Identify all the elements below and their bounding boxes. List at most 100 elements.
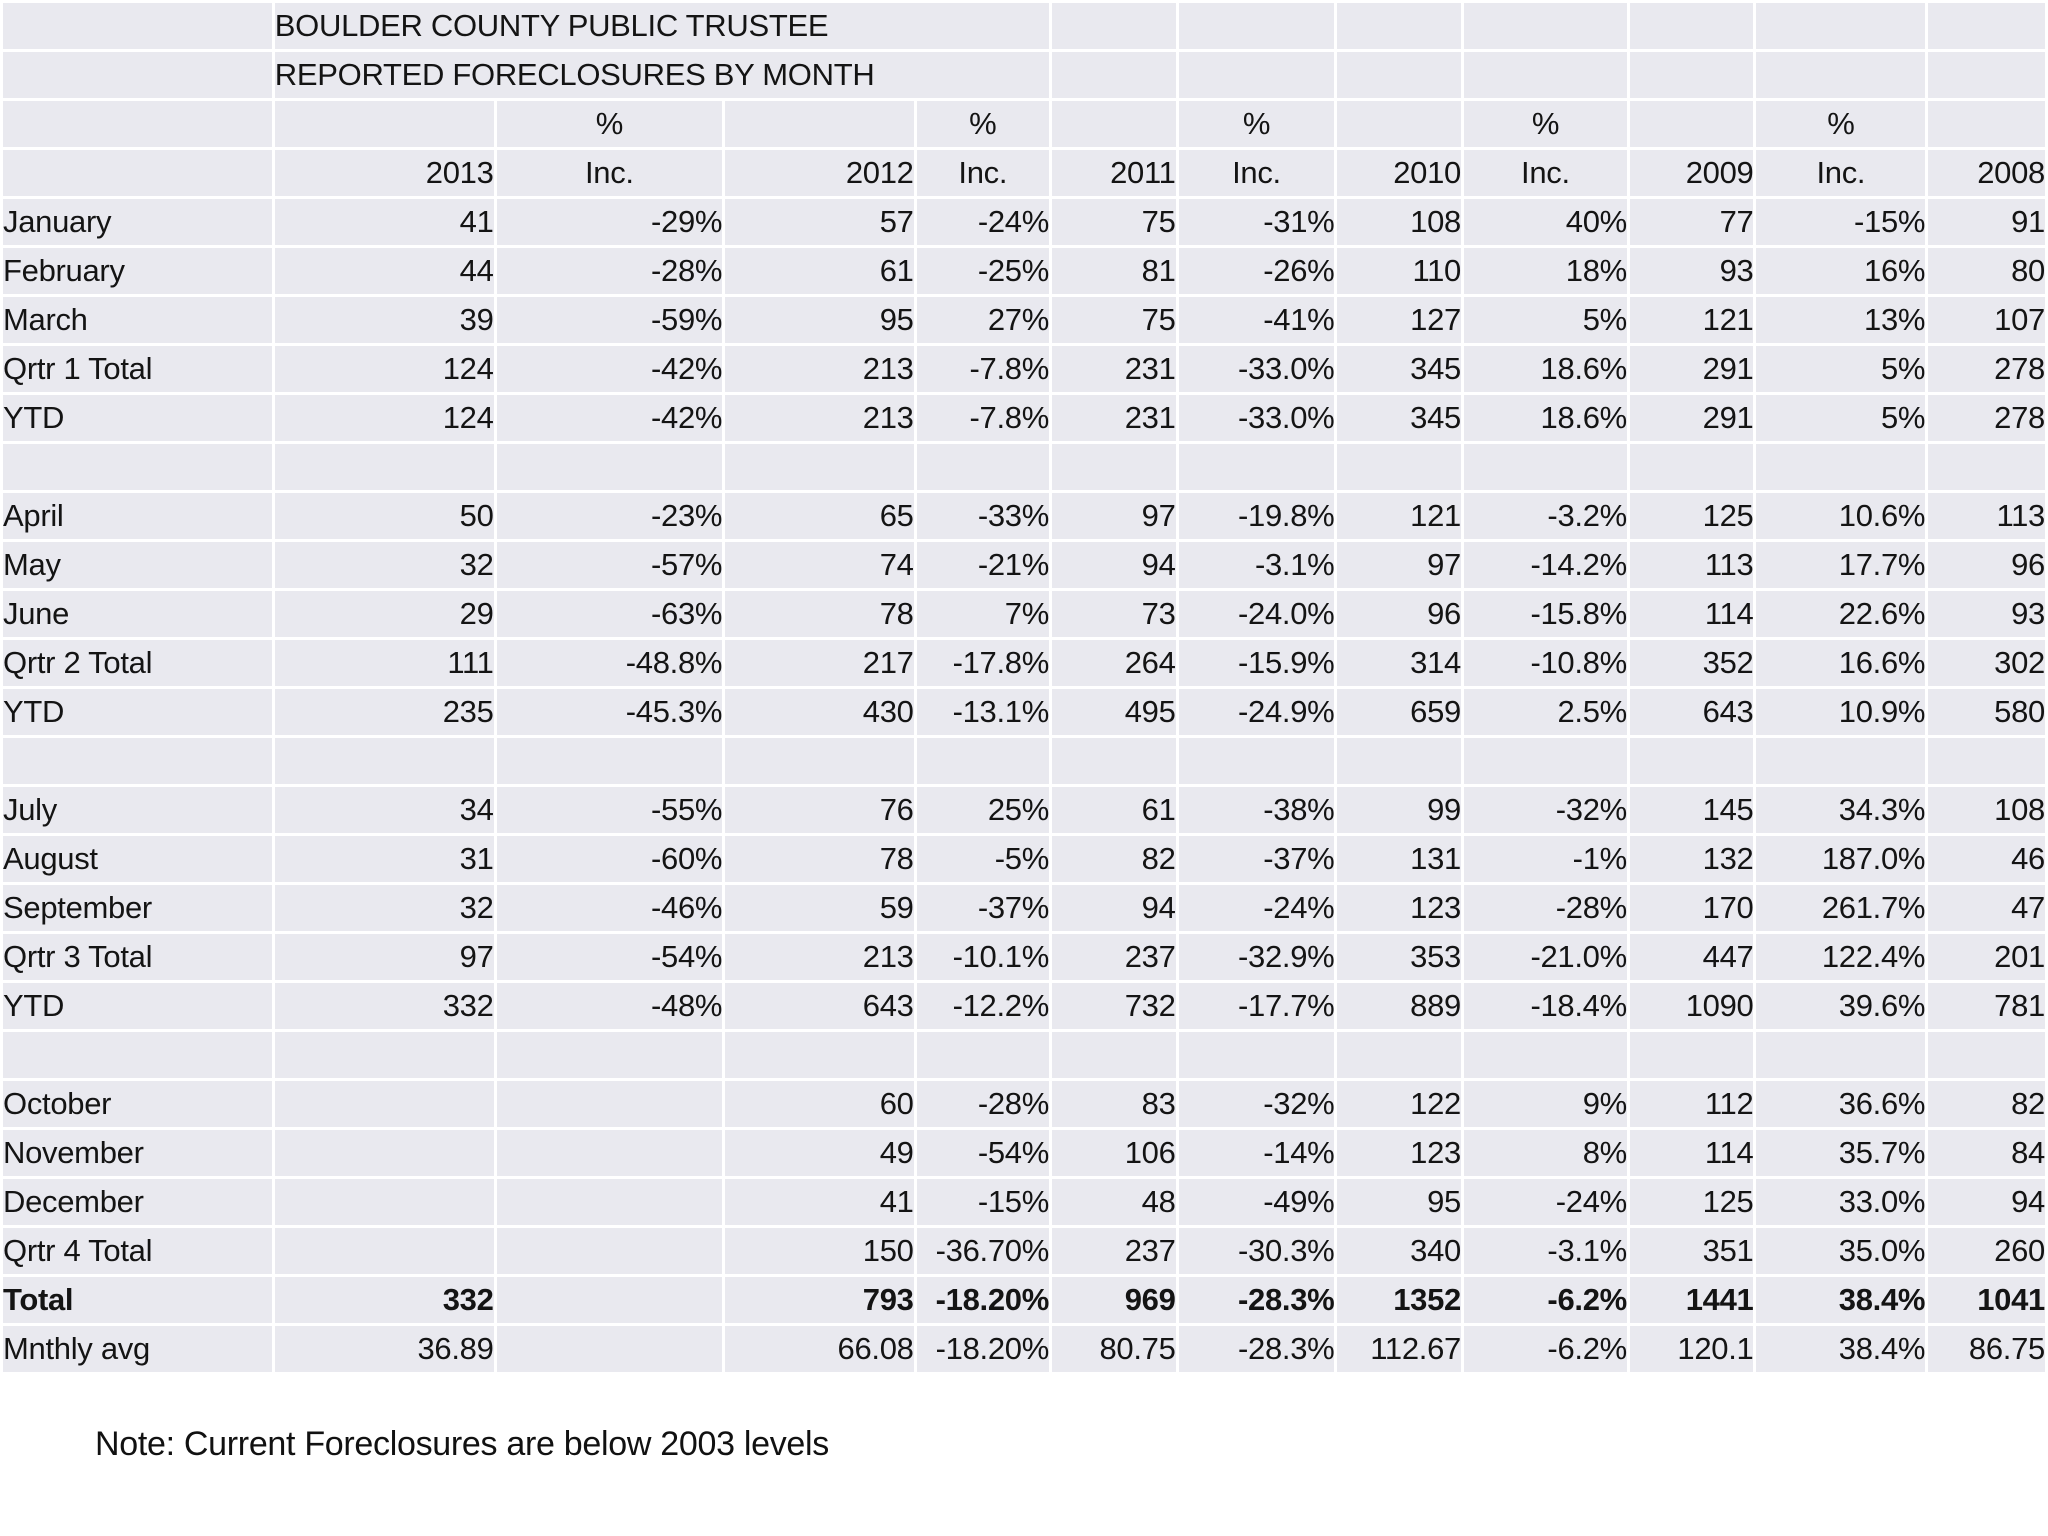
empty-cell	[1178, 52, 1335, 98]
value-cell: 187.0%	[1756, 836, 1926, 882]
value-cell: 61	[725, 248, 914, 294]
value-cell: -33.0%	[1178, 395, 1335, 441]
inc-header-cell: Inc.	[1178, 150, 1335, 196]
value-cell: 121	[1337, 493, 1461, 539]
value-cell: -26%	[1178, 248, 1335, 294]
value-cell: 29	[274, 591, 494, 637]
row-label-cell: Qrtr 2 Total	[3, 640, 272, 686]
value-cell: -28%	[1463, 885, 1627, 931]
value-cell: 35.0%	[1756, 1228, 1926, 1274]
inc-header-cell: Inc.	[916, 150, 1049, 196]
value-cell: 127	[1337, 297, 1461, 343]
row-label-cell: April	[3, 493, 272, 539]
spacer-cell	[725, 1032, 914, 1078]
value-cell: 353	[1337, 934, 1461, 980]
value-cell: 108	[1337, 199, 1461, 245]
value-cell: 120.1	[1629, 1326, 1754, 1372]
value-cell: -17.8%	[916, 640, 1049, 686]
value-cell: 91	[1928, 199, 2045, 245]
value-cell: 732	[1052, 983, 1176, 1029]
value-cell: 1090	[1629, 983, 1754, 1029]
value-cell: 213	[725, 395, 914, 441]
value-cell: 793	[725, 1277, 914, 1323]
value-cell: 39	[274, 297, 494, 343]
value-cell: 332	[274, 1277, 494, 1323]
empty-cell	[1337, 3, 1461, 49]
value-cell: 34.3%	[1756, 787, 1926, 833]
row-label-cell: October	[3, 1081, 272, 1127]
value-cell: 80	[1928, 248, 2045, 294]
value-cell: 83	[1052, 1081, 1176, 1127]
value-cell: 34	[274, 787, 494, 833]
value-cell: 74	[725, 542, 914, 588]
spacer-label-cell	[3, 1032, 272, 1078]
value-cell: 97	[274, 934, 494, 980]
value-cell: -18.4%	[1463, 983, 1627, 1029]
value-cell: 8%	[1463, 1130, 1627, 1176]
percent-header-cell: %	[1463, 101, 1627, 147]
value-cell: 94	[1928, 1179, 2045, 1225]
value-cell: 781	[1928, 983, 2045, 1029]
value-cell: 114	[1629, 1130, 1754, 1176]
value-cell: -41%	[1178, 297, 1335, 343]
value-cell: 18%	[1463, 248, 1627, 294]
value-cell: 5%	[1756, 395, 1926, 441]
spacer-cell	[1629, 1032, 1754, 1078]
value-cell: -17.7%	[1178, 983, 1335, 1029]
value-cell: 57	[725, 199, 914, 245]
value-cell: -15%	[1756, 199, 1926, 245]
value-cell: 217	[725, 640, 914, 686]
value-cell: -21%	[916, 542, 1049, 588]
value-cell: 580	[1928, 689, 2045, 735]
year-header-cell: 2013	[274, 150, 494, 196]
value-cell: 131	[1337, 836, 1461, 882]
value-cell: -23%	[496, 493, 723, 539]
value-cell: -15%	[916, 1179, 1049, 1225]
value-cell: 97	[1052, 493, 1176, 539]
value-cell: 61	[1052, 787, 1176, 833]
value-cell: 94	[1052, 542, 1176, 588]
spacer-cell	[1178, 738, 1335, 784]
value-cell: -32.9%	[1178, 934, 1335, 980]
value-cell: 39.6%	[1756, 983, 1926, 1029]
row-label-cell: February	[3, 248, 272, 294]
value-cell: 201	[1928, 934, 2045, 980]
value-cell: 16.6%	[1756, 640, 1926, 686]
value-cell: -31%	[1178, 199, 1335, 245]
value-cell: -28.3%	[1178, 1277, 1335, 1323]
value-cell: 495	[1052, 689, 1176, 735]
value-cell: 7%	[916, 591, 1049, 637]
value-cell: -15.8%	[1463, 591, 1627, 637]
value-cell: -24%	[916, 199, 1049, 245]
value-cell: -18.20%	[916, 1277, 1049, 1323]
spacer-label-cell	[3, 444, 272, 490]
value-cell: -49%	[1178, 1179, 1335, 1225]
value-cell: -32%	[1463, 787, 1627, 833]
spacer-cell	[1928, 1032, 2045, 1078]
value-cell: -48.8%	[496, 640, 723, 686]
value-cell: 352	[1629, 640, 1754, 686]
value-cell: -3.2%	[1463, 493, 1627, 539]
value-cell: 112	[1629, 1081, 1754, 1127]
value-cell: 73	[1052, 591, 1176, 637]
spacer-cell	[274, 1032, 494, 1078]
row-label-cell: August	[3, 836, 272, 882]
value-cell: 5%	[1756, 346, 1926, 392]
empty-cell	[1928, 101, 2045, 147]
value-cell: 278	[1928, 346, 2045, 392]
value-cell: 48	[1052, 1179, 1176, 1225]
value-cell: -45.3%	[496, 689, 723, 735]
value-cell: -59%	[496, 297, 723, 343]
year-header-cell: 2008	[1928, 150, 2045, 196]
row-label-cell: September	[3, 885, 272, 931]
value-cell: 2.5%	[1463, 689, 1627, 735]
value-cell: 124	[274, 395, 494, 441]
value-cell: 46	[1928, 836, 2045, 882]
value-cell: 33.0%	[1756, 1179, 1926, 1225]
value-cell: 78	[725, 836, 914, 882]
value-cell: 75	[1052, 297, 1176, 343]
row-label-cell: YTD	[3, 983, 272, 1029]
spacer-cell	[725, 444, 914, 490]
spacer-cell	[496, 738, 723, 784]
value-cell: 1041	[1928, 1277, 2045, 1323]
